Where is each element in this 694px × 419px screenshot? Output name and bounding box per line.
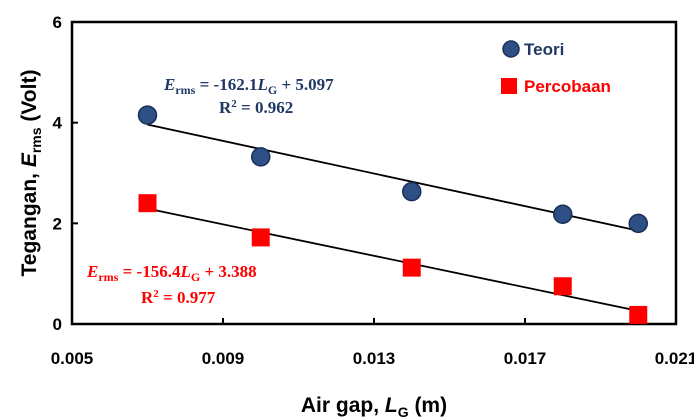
- y-tick-label: 2: [53, 214, 62, 233]
- data-points: [137, 105, 648, 324]
- x-axis-ticks: 0.005 0.009 0.013 0.017 0.021: [51, 318, 694, 368]
- r-squared-percobaan: R2 = 0.977: [141, 288, 216, 307]
- data-point-teori: [628, 213, 648, 234]
- y-axis-title: Tegangan, Erms (Volt): [18, 70, 44, 277]
- legend-marker-percobaan: [501, 78, 517, 94]
- data-point-percobaan: [402, 258, 421, 277]
- x-tick-label: 0.017: [504, 349, 547, 368]
- y-tick-label: 6: [53, 13, 62, 32]
- y-tick-label: 0: [53, 315, 62, 334]
- data-point-percobaan: [138, 194, 157, 213]
- trendline-percobaan: [147, 207, 639, 312]
- equation-percobaan-line: Erms = -156.4LG + 3.388: [86, 262, 257, 284]
- data-point-teori: [553, 204, 573, 225]
- y-tick-label: 4: [53, 114, 63, 133]
- legend-label-percobaan: Percobaan: [524, 77, 611, 96]
- y-axis-ticks: 0 2 4 6: [53, 13, 78, 334]
- equation-teori-line: Erms = -162.1LG + 5.097: [163, 75, 334, 97]
- legend-label-teori: Teori: [524, 40, 564, 59]
- x-tick-label: 0.021: [655, 349, 694, 368]
- x-tick-label: 0.009: [202, 349, 245, 368]
- r-squared-teori: R2 = 0.962: [219, 98, 293, 117]
- equation-percobaan: Erms = -156.4LG + 3.388 R2 = 0.977: [86, 262, 257, 307]
- data-point-teori: [137, 105, 158, 125]
- legend: Teori Percobaan: [501, 40, 611, 96]
- data-point-teori: [251, 147, 271, 167]
- x-axis-title: Air gap, LG (m): [301, 394, 447, 419]
- data-point-percobaan: [251, 228, 270, 247]
- data-point-percobaan: [553, 277, 572, 296]
- data-point-teori: [402, 181, 422, 202]
- x-tick-label: 0.013: [353, 349, 396, 368]
- data-point-percobaan: [629, 305, 648, 324]
- equation-teori: Erms = -162.1LG + 5.097 R2 = 0.962: [163, 75, 334, 117]
- legend-marker-teori: [502, 40, 520, 58]
- x-tick-label: 0.005: [51, 349, 94, 368]
